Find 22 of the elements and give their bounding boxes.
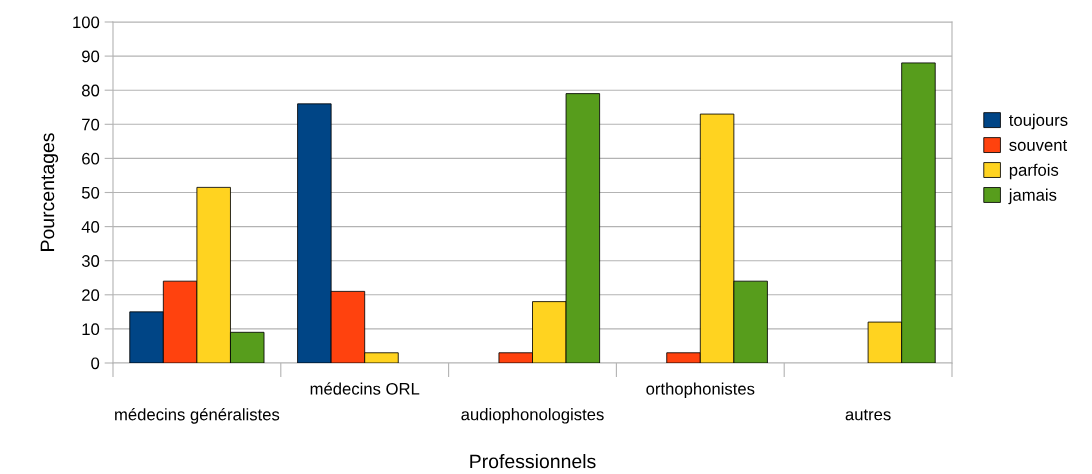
legend-label: jamais xyxy=(1008,188,1057,205)
legend-label: souvent xyxy=(1009,140,1068,151)
x-axis-title: Professionnels xyxy=(470,453,596,469)
y-tick-label: 40 xyxy=(81,221,100,233)
y-tick-label: 0 xyxy=(91,357,100,370)
y-tick-label: 10 xyxy=(82,323,100,336)
x-tick-label: médecins généralistes xyxy=(115,407,280,424)
y-tick-label: 30 xyxy=(81,255,100,267)
x-tick-label: médecins ORL xyxy=(310,382,420,395)
x-tick-label: autres xyxy=(845,409,891,421)
y-tick-label: 70 xyxy=(82,118,100,131)
legend-label: parfois xyxy=(1009,163,1059,180)
y-tick-label: 80 xyxy=(81,84,100,97)
y-axis-title: Pourcentages xyxy=(40,133,59,251)
y-tick-label: 100 xyxy=(73,16,100,29)
y-tick-label: 20 xyxy=(82,289,100,301)
y-tick-label: 90 xyxy=(82,50,100,63)
x-tick-label: orthophonistes xyxy=(646,382,755,399)
x-tick-label: audiophonologistes xyxy=(461,408,604,424)
legend-label: toujours xyxy=(1009,113,1068,130)
y-tick-label: 50 xyxy=(81,186,100,199)
y-tick-label: 60 xyxy=(82,152,100,165)
